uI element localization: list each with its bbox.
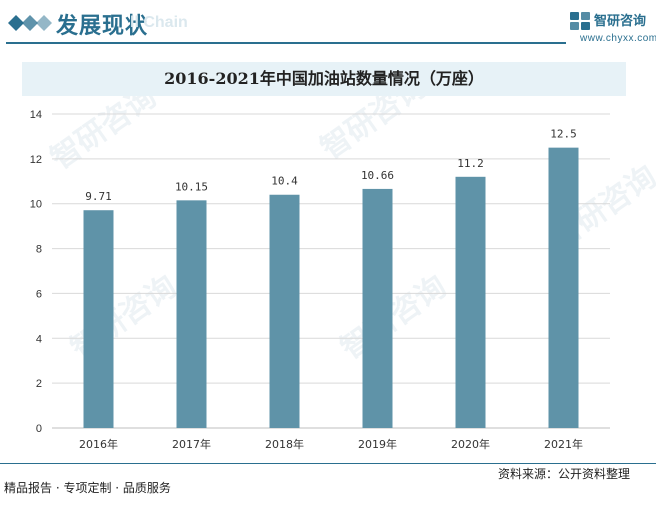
footer-divider — [0, 463, 656, 464]
brand-url: www.chyxx.com — [580, 33, 656, 44]
brand-name: 智研咨询 — [594, 14, 647, 29]
data-label: 9.71 — [85, 190, 112, 203]
header-divider — [6, 42, 566, 44]
y-tick-label: 10 — [30, 199, 42, 211]
y-tick-label: 12 — [30, 154, 42, 166]
header-watermark-text: ll Chain — [130, 14, 188, 31]
chart-title-bar: 2016-2021年中国加油站数量情况（万座） — [22, 62, 626, 96]
bar — [548, 147, 579, 428]
page-header: 发展现状 ll Chain 智研咨询 www.chyxx.com — [0, 0, 656, 46]
x-tick-label: 2016年 — [79, 437, 118, 451]
bar-chart: 0 2 4 6 8 10 12 14 9.71 2016年 10.15 2017年 10.4 2018年 1… — [30, 109, 610, 451]
y-tick-label: 0 — [36, 423, 42, 435]
data-label: 12.5 — [550, 128, 577, 141]
footer-tagline: 精品报告 · 专项定制 · 品质服务 — [4, 481, 171, 495]
data-label: 11.2 — [457, 157, 484, 170]
y-tick-label: 14 — [30, 109, 42, 121]
data-source: 资料来源：公开资料整理 — [498, 467, 631, 481]
data-label: 10.15 — [175, 180, 208, 193]
x-tick-label: 2017年 — [172, 437, 211, 451]
bar — [455, 176, 486, 428]
section-title: 发展现状 — [56, 14, 149, 39]
brand-logo-icon — [570, 12, 590, 30]
y-tick-label: 2 — [36, 378, 42, 390]
data-label: 10.66 — [361, 169, 394, 182]
bar — [83, 210, 114, 428]
chart-title: 2016-2021年中国加油站数量情况（万座） — [164, 69, 484, 88]
bar — [269, 194, 300, 428]
diamond-icon — [8, 15, 52, 31]
bar — [176, 200, 207, 428]
data-label: 10.4 — [271, 175, 298, 188]
y-tick-label: 6 — [36, 288, 42, 300]
bar — [362, 188, 393, 428]
x-tick-label: 2020年 — [451, 437, 490, 451]
x-tick-label: 2021年 — [544, 437, 583, 451]
x-tick-label: 2018年 — [265, 437, 304, 451]
y-tick-label: 8 — [36, 244, 42, 256]
x-tick-label: 2019年 — [358, 437, 397, 451]
y-tick-label: 4 — [36, 333, 42, 345]
